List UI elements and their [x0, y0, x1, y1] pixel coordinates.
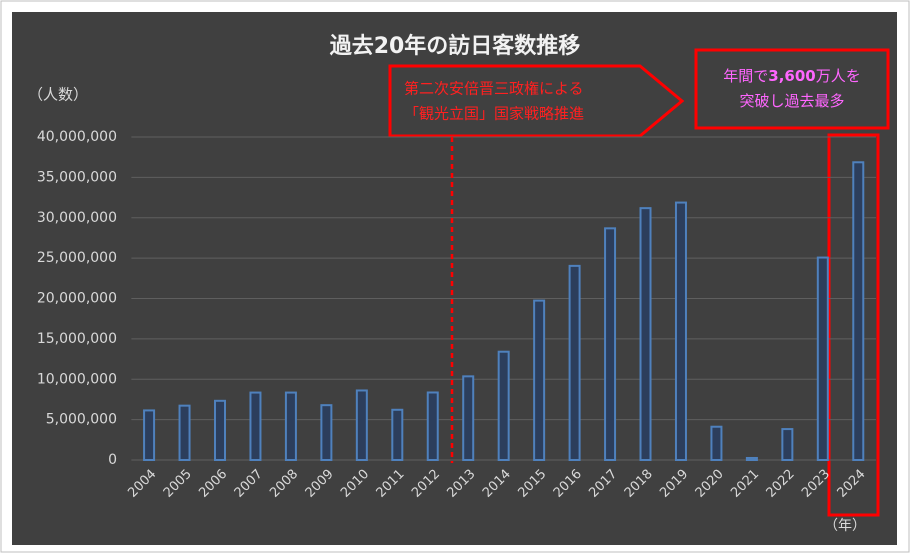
bar: [710, 425, 723, 461]
bar: [355, 389, 368, 461]
y-tick-label: 25,000,000: [37, 250, 117, 266]
y-tick-label: 35,000,000: [37, 169, 117, 185]
bar: [178, 404, 191, 461]
chart-title: 過去20年の訪日客数推移: [330, 33, 581, 59]
y-tick-label: 15,000,000: [37, 331, 117, 347]
bar: [497, 350, 510, 462]
annotation-text: 第二次安倍晋三政権による: [404, 80, 584, 98]
bar: [284, 391, 297, 462]
callout-box: [388, 64, 685, 138]
highlight-2024: [827, 133, 880, 517]
y-tick-label: 40,000,000: [37, 129, 117, 145]
annotation-segment: 3,600: [768, 67, 815, 85]
bar: [745, 456, 758, 462]
highlight-box: [694, 48, 890, 130]
bar: [568, 264, 581, 462]
y-tick-label: 0: [108, 452, 117, 468]
y-tick-label: 10,000,000: [37, 371, 117, 387]
bar: [143, 409, 156, 461]
bar: [391, 408, 404, 461]
bar: [249, 391, 262, 462]
y-tick-label: 30,000,000: [37, 210, 117, 226]
bar: [639, 207, 652, 461]
y-axis-label: （人数）: [28, 86, 88, 104]
bar: [320, 404, 333, 461]
bar: [533, 299, 546, 461]
bar: [781, 428, 794, 462]
bar: [852, 161, 865, 461]
annotation-segment: 年間で: [723, 67, 768, 85]
x-axis-label: （年）: [824, 518, 866, 534]
annotation-text: 突破し過去最多: [739, 92, 844, 110]
annotation-segment: 突破し過去最多: [739, 92, 844, 110]
y-tick-label: 20,000,000: [37, 291, 117, 307]
annotation-segment: 万人を: [816, 67, 861, 85]
chart-background: [12, 12, 897, 545]
bar: [674, 201, 687, 461]
bar: [213, 399, 226, 461]
bar: [426, 391, 439, 462]
annotation-text: 「観光立国」国家戦略推進: [404, 105, 584, 123]
bar: [816, 256, 829, 461]
bar: [604, 227, 617, 461]
annotation-text: 年間で3,600万人を: [723, 67, 860, 85]
y-tick-label: 5,000,000: [46, 412, 117, 428]
bar: [462, 375, 475, 461]
